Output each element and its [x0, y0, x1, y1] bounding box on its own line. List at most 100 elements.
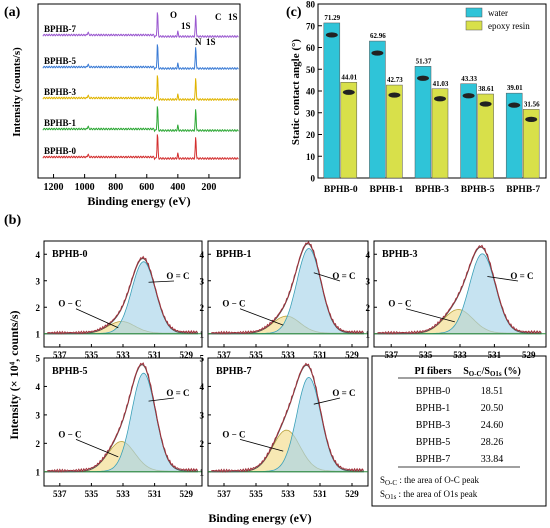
spectrum-ytick-label: 1 [200, 467, 205, 477]
table-cell-fiber: BPHB-1 [416, 403, 450, 414]
panel-c-ylabel: Static contact angle (°) [290, 39, 302, 145]
spectrum-raw-curve [211, 240, 364, 335]
spectrum-ytick-label: 4 [200, 382, 205, 392]
panel-a-xtick-label: 400 [170, 182, 185, 193]
spectrum-xtick-label: 537 [384, 350, 398, 360]
spectrum-xtick-label: 531 [148, 350, 162, 360]
spectrum-fit-curve [47, 364, 198, 473]
bar-value-label: 39.01 [507, 84, 523, 92]
panel-c-category-label: BPHB-0 [324, 185, 358, 195]
bar-water-bphb-7 [505, 92, 523, 179]
peak-n-label: N [195, 37, 202, 47]
peak-label-o-double-c: O = C [332, 271, 355, 281]
spectrum-xtick-label: 533 [453, 350, 467, 360]
bar-water-bphb-1 [369, 40, 386, 179]
peak-label-o-double-c: O = C [510, 271, 533, 281]
spectrum-ytick-label: 2 [366, 303, 371, 313]
legend-epoxy-label: epoxy resin [488, 21, 530, 31]
panel-a-xlabel: Binding energy (eV) [87, 194, 190, 208]
droplet-icon [508, 102, 521, 108]
spectrum-panel-bphb-3: BPHB-3 1 2 3 4 537 535 533 531 529 O = C O − C [366, 240, 547, 360]
panel-a-xtick-label: 800 [108, 182, 123, 193]
droplet-icon [417, 75, 429, 81]
panel-a-frame [37, 3, 241, 179]
survey-curve-bphb-0 [42, 134, 239, 161]
peak-pointer [313, 272, 341, 282]
spectrum-ytick-label: 1 [36, 329, 41, 339]
panel-a-xps-survey: Intensity (counts/s) Binding energy (eV)… [11, 3, 241, 208]
spectrum-ytick-label: 3 [200, 410, 205, 420]
survey-curve-bphb-5 [42, 44, 239, 71]
spectrum-xtick-label: 529 [179, 350, 193, 360]
panel-c-category-label: BPHB-1 [370, 185, 404, 195]
spectrum-xtick-label: 535 [249, 489, 263, 499]
spectrum-ytick-label: 1 [36, 467, 41, 477]
spectrum-title: BPHB-5 [52, 366, 88, 377]
survey-curve-bphb-7 [42, 12, 239, 39]
peak-label-o-c: O − C [58, 429, 81, 439]
panel-c-ytick-label: 10 [306, 152, 316, 162]
spectrum-ytick-label: 4 [200, 250, 205, 260]
table-header-fibers: PI fibers [415, 366, 452, 377]
spectrum-title: BPHB-7 [216, 366, 252, 377]
panel-a-xtick-label: 600 [139, 182, 154, 193]
table-cell-ratio: 18.51 [481, 386, 504, 397]
table-cell-ratio: 28.26 [481, 437, 504, 448]
legend-water-swatch [465, 7, 483, 18]
spectrum-ytick-label: 1 [366, 329, 371, 339]
table-note-oc: SO-C : the area of O-C peak [380, 475, 480, 487]
spectrum-title: BPHB-0 [52, 249, 88, 260]
panel-c-category-label: BPHB-5 [461, 185, 495, 195]
peak-o1s-label: 1S [181, 21, 191, 31]
droplet-icon [525, 116, 538, 122]
peak-label-o-double-c: O = C [166, 388, 189, 398]
droplet-icon [479, 101, 492, 107]
spectrum-ytick-label: 4 [36, 250, 41, 260]
panel-c-label: (c) [286, 5, 302, 20]
peak-pointer [148, 397, 175, 402]
bar-value-label: 71.29 [324, 14, 340, 22]
table-cell-ratio: 33.84 [481, 454, 504, 465]
spectrum-ytick-label: 2 [36, 303, 41, 313]
droplet-icon [371, 50, 384, 56]
peak-pointer [239, 438, 284, 452]
spectrum-ytick-label: 5 [36, 354, 41, 364]
spectrum-xtick-label: 537 [217, 489, 231, 499]
spectrum-ytick-label: 5 [200, 354, 205, 364]
peak-pointer [75, 308, 119, 329]
panel-c-ytick-label: 50 [306, 65, 316, 75]
spectrum-ytick-label: 4 [36, 382, 41, 392]
spectrum-fit-curve [377, 246, 542, 335]
bar-epoxy-bphb-3 [431, 88, 449, 179]
spectrum-xtick-label: 535 [419, 350, 433, 360]
spectrum-ytick-label: 2 [36, 439, 41, 449]
spectrum-raw-curve [377, 244, 542, 335]
panel-c-ytick-label: 70 [306, 21, 316, 31]
spectrum-ytick-label: 2 [200, 439, 205, 449]
table-frame [371, 355, 547, 507]
spectrum-raw-curve [211, 362, 364, 473]
panel-c-ytick-label: 60 [306, 43, 316, 53]
peak-label-o-double-c: O = C [166, 271, 189, 281]
legend-epoxy-swatch [465, 20, 483, 31]
peak-label-o-double-c: O = C [332, 388, 355, 398]
bar-value-label: 31.56 [524, 100, 540, 108]
peak-c1s-label: 1S [228, 12, 238, 22]
survey-curve-bphb-1 [42, 106, 239, 133]
spectrum-xtick-label: 537 [53, 350, 67, 360]
peak-label-o-c: O − C [388, 299, 411, 309]
droplet-icon [325, 32, 338, 38]
spectrum-panel-bphb-7: BPHB-7 1 2 3 4 5 537 535 533 531 529 O = C O − C [200, 354, 369, 499]
spectrum-ytick-label: 1 [200, 329, 205, 339]
bar-value-label: 38.61 [478, 85, 494, 93]
spectrum-xtick-label: 529 [522, 350, 536, 360]
panel-c-ytick-label: 30 [306, 108, 316, 118]
peak-pointer [239, 308, 284, 326]
panel-c-ytick-label: 20 [306, 130, 316, 140]
panel-b-label: (b) [4, 213, 21, 228]
survey-label-bphb-3: BPHB-3 [44, 87, 77, 97]
panel-c-category-label: BPHB-7 [506, 185, 540, 195]
bar-epoxy-bphb-1 [386, 84, 403, 179]
spectrum-fit-curve [211, 364, 364, 473]
table-cell-fiber: BPHB-0 [416, 386, 450, 397]
